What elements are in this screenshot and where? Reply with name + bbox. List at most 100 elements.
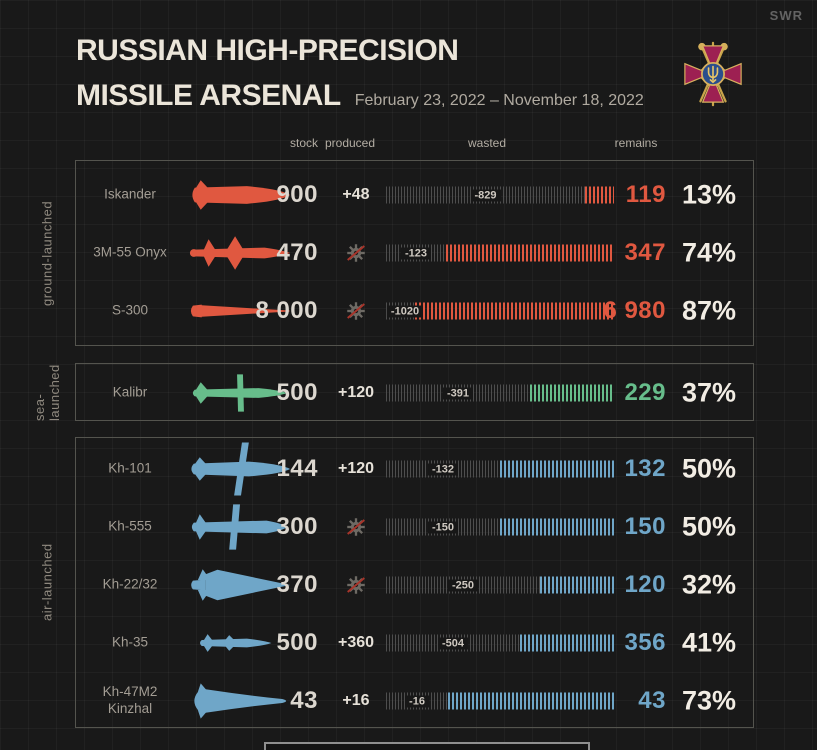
missile-row: S-300 8 000 -1020 6 980 87% bbox=[76, 282, 753, 340]
kalibr-missile-icon bbox=[180, 365, 300, 421]
group-rows: Kalibr 500 +120 -391 229 37% bbox=[76, 364, 753, 422]
missile-name: Iskander bbox=[104, 186, 156, 202]
wasted-value: -391 bbox=[442, 387, 474, 399]
percent-remaining: 41% bbox=[681, 627, 736, 658]
produced-value: +48 bbox=[342, 186, 370, 203]
date-range: February 23, 2022 – November 18, 2022 bbox=[354, 92, 644, 109]
missile-name: Kh-101 bbox=[108, 460, 152, 476]
column-header-wasted: wasted bbox=[467, 136, 507, 150]
no-production-icon bbox=[346, 517, 366, 537]
missile-row: Kh-555 300 -150 150 50% bbox=[76, 498, 753, 556]
percent-remaining: 87% bbox=[681, 295, 736, 326]
column-header-stock: stock bbox=[289, 136, 318, 150]
remains-ticks bbox=[500, 460, 614, 478]
missile-name: 3M-55 Onyx bbox=[93, 244, 167, 260]
no-production-icon bbox=[346, 301, 366, 321]
group-rows: Iskander 900 +48 -829 119 13% 3M-55 Onyx 470 -12… bbox=[76, 161, 753, 340]
remains-ticks bbox=[540, 576, 614, 594]
wasted-value: -132 bbox=[427, 463, 459, 475]
kh22-missile-icon bbox=[180, 557, 300, 613]
stock-value: 43 bbox=[290, 687, 318, 714]
group-label-sea-launched: sea-launched bbox=[32, 364, 62, 421]
percent-remaining: 74% bbox=[681, 237, 736, 268]
stock-usage-bar: -16 bbox=[386, 692, 614, 710]
no-production-icon bbox=[346, 243, 366, 263]
remains-ticks bbox=[529, 384, 614, 402]
group-rows: Kh-101 144 +120 -132 132 50% Kh-555 300 -150 150 5… bbox=[76, 438, 753, 730]
stock-usage-bar: -1020 bbox=[386, 302, 614, 320]
swr-watermark: SWR bbox=[769, 8, 803, 23]
produced-value bbox=[328, 243, 384, 263]
kh35-missile-icon bbox=[180, 615, 300, 671]
percent-remaining: 50% bbox=[681, 511, 736, 542]
title-line2: MISSILE ARSENAL bbox=[76, 79, 341, 112]
produced-value: +16 bbox=[342, 692, 370, 709]
wasted-value: -504 bbox=[437, 637, 469, 649]
missile-row: Kh-101 144 +120 -132 132 50% bbox=[76, 440, 753, 498]
stock-usage-bar: -132 bbox=[386, 460, 614, 478]
remains-ticks bbox=[415, 302, 614, 320]
s300-missile-icon bbox=[180, 283, 300, 339]
missile-row: Iskander 900 +48 -829 119 13% bbox=[76, 166, 753, 224]
missile-row: Kh-22/32 370 -250 120 32% bbox=[76, 556, 753, 614]
missile-name: Kh-35 bbox=[111, 634, 149, 650]
missile-name: Kh-22/32 bbox=[102, 576, 158, 592]
stock-value: 470 bbox=[276, 239, 318, 266]
remains-value: 150 bbox=[624, 513, 666, 540]
onyx-missile-icon bbox=[180, 225, 300, 281]
produced-value: +360 bbox=[337, 634, 375, 651]
percent-remaining: 37% bbox=[681, 377, 736, 408]
stock-value: 500 bbox=[276, 379, 318, 406]
wasted-value: -150 bbox=[427, 521, 459, 533]
kinzhal-missile-icon bbox=[180, 673, 300, 729]
title-line1: RUSSIAN HIGH-PRECISION bbox=[76, 34, 459, 67]
percent-remaining: 13% bbox=[681, 179, 736, 210]
missile-name: Kalibr bbox=[112, 384, 148, 400]
missile-name: Kh-555 bbox=[108, 518, 152, 534]
missile-row: Kh-35 500 +360 -504 356 41% bbox=[76, 614, 753, 672]
percent-remaining: 50% bbox=[681, 453, 736, 484]
stock-usage-bar: -250 bbox=[386, 576, 614, 594]
remains-value: 120 bbox=[624, 571, 666, 598]
stock-usage-bar: -150 bbox=[386, 518, 614, 536]
remains-ticks bbox=[445, 244, 614, 262]
group-label-air-launched: air-launched bbox=[39, 543, 55, 622]
stock-value: 370 bbox=[276, 571, 318, 598]
missile-name: S-300 bbox=[111, 302, 149, 318]
produced-value bbox=[328, 301, 384, 321]
missile-row: 3M-55 Onyx 470 -123 347 74% bbox=[76, 224, 753, 282]
missile-name: Kh-47M2 Kinzhal bbox=[102, 684, 158, 716]
remains-ticks bbox=[519, 634, 614, 652]
column-header-remains: remains bbox=[614, 136, 658, 150]
wasted-value: -829 bbox=[470, 189, 501, 201]
remains-value: 347 bbox=[624, 239, 666, 266]
stock-value: 8 000 bbox=[255, 297, 318, 324]
page-title: RUSSIAN HIGH-PRECISION MISSILE ARSENAL F… bbox=[76, 28, 644, 118]
produced-value: +120 bbox=[337, 384, 375, 401]
ukraine-armed-forces-emblem bbox=[676, 30, 750, 118]
missile-row: Kalibr 500 +120 -391 229 37% bbox=[76, 364, 753, 422]
group-sea-launched: Kalibr 500 +120 -391 229 37% bbox=[75, 363, 754, 421]
wasted-value: -250 bbox=[447, 579, 479, 591]
kh101-missile-icon bbox=[180, 441, 300, 497]
stock-value: 300 bbox=[276, 513, 318, 540]
column-header-produced: produced bbox=[324, 136, 376, 150]
group-label-ground-launched: ground-launched bbox=[39, 200, 55, 306]
stock-usage-bar: -391 bbox=[386, 384, 614, 402]
remains-value: 119 bbox=[625, 181, 666, 208]
bottom-cutoff-box bbox=[264, 742, 590, 750]
wasted-value: -16 bbox=[405, 695, 429, 707]
stock-value: 900 bbox=[276, 181, 318, 208]
stock-usage-bar: -504 bbox=[386, 634, 614, 652]
missile-row: Kh-47M2 Kinzhal 43 +16 -16 43 73% bbox=[76, 672, 753, 730]
wasted-value: -123 bbox=[400, 247, 432, 259]
stock-value: 500 bbox=[276, 629, 318, 656]
remains-value: 356 bbox=[624, 629, 666, 656]
percent-remaining: 73% bbox=[681, 685, 736, 716]
remains-ticks bbox=[447, 692, 614, 710]
percent-remaining: 32% bbox=[681, 569, 736, 600]
group-ground-launched: Iskander 900 +48 -829 119 13% 3M-55 Onyx 470 -12… bbox=[75, 160, 754, 346]
remains-value: 43 bbox=[638, 687, 666, 714]
remains-value: 229 bbox=[624, 379, 666, 406]
